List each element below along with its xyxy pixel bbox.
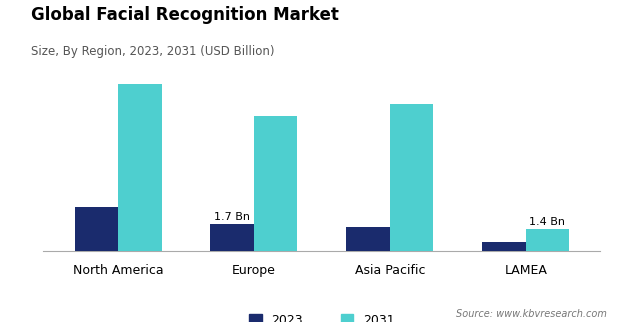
Bar	[347, 227, 390, 251]
Text: Global Facial Recognition Market: Global Facial Recognition Market	[31, 6, 339, 24]
Legend: 2023, 2031: 2023, 2031	[243, 308, 401, 322]
Bar	[118, 0, 162, 251]
Bar	[390, 104, 433, 251]
Bar	[482, 242, 526, 251]
Text: 1.4 Bn: 1.4 Bn	[529, 217, 565, 227]
Bar	[210, 224, 254, 251]
Text: 1.7 Bn: 1.7 Bn	[214, 212, 250, 222]
Bar	[74, 206, 118, 251]
Bar	[526, 229, 569, 251]
Bar	[254, 116, 297, 251]
Text: Source: www.kbvresearch.com: Source: www.kbvresearch.com	[456, 309, 607, 319]
Text: Size, By Region, 2023, 2031 (USD Billion): Size, By Region, 2023, 2031 (USD Billion…	[31, 45, 274, 58]
